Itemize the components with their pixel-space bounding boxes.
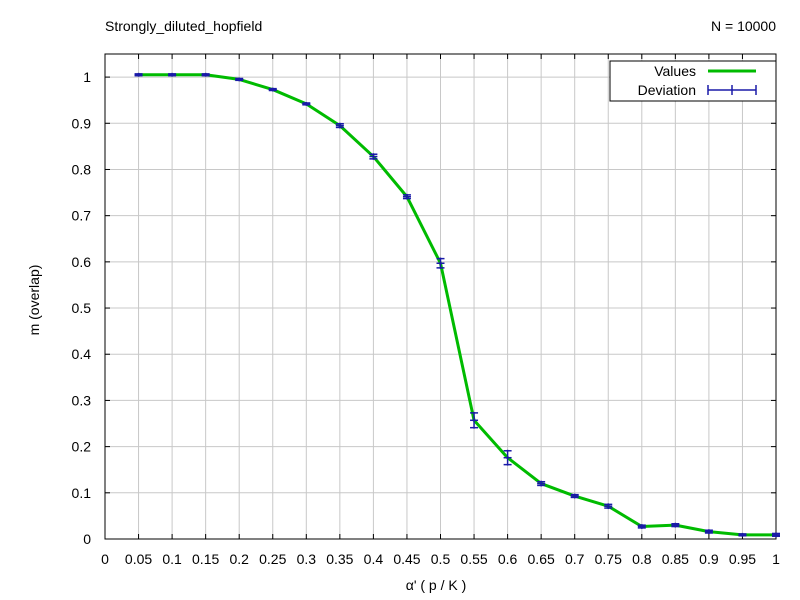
x-tick-label: 0.1 — [162, 551, 182, 567]
y-axis-label: m (overlap) — [26, 265, 42, 336]
x-tick-label: 0.15 — [192, 551, 219, 567]
series-layer — [134, 72, 780, 538]
deviation-point — [201, 72, 210, 77]
y-tick-label: 0 — [83, 531, 91, 547]
x-tick-label: 0.4 — [364, 551, 384, 567]
deviation-point — [369, 153, 378, 160]
x-tick-label: 0.55 — [460, 551, 487, 567]
deviation-point — [738, 532, 747, 537]
y-tick-label: 1 — [83, 69, 91, 85]
deviation-point — [335, 122, 344, 129]
deviation-point — [637, 524, 646, 529]
deviation-point — [604, 503, 613, 510]
x-tick-label: 0.9 — [699, 551, 719, 567]
legend-box — [609, 60, 777, 102]
deviation-point — [134, 72, 143, 77]
deviation-point — [772, 532, 780, 538]
deviation-point — [436, 257, 445, 269]
deviation-point — [704, 529, 713, 534]
sample-size-annotation: N = 10000 — [711, 18, 776, 34]
y-tick-label: 0.3 — [72, 392, 92, 408]
legend: Values Deviation — [609, 60, 777, 102]
legend-label-deviation: Deviation — [638, 82, 696, 98]
x-tick-label: 0.6 — [498, 551, 518, 567]
y-tick-label: 0.6 — [72, 254, 92, 270]
x-tick-label: 1 — [772, 551, 780, 567]
deviation-point — [168, 72, 177, 77]
deviation-point — [402, 193, 411, 200]
deviation-point — [570, 493, 579, 499]
x-tick-label: 0.95 — [729, 551, 756, 567]
deviation-point — [470, 411, 479, 429]
deviation-point — [268, 87, 277, 92]
x-tick-label: 0.45 — [393, 551, 420, 567]
grid — [105, 54, 776, 539]
x-tick-label: 0.2 — [229, 551, 249, 567]
y-tick-label: 0.1 — [72, 485, 92, 501]
x-tick-label: 0.7 — [565, 551, 585, 567]
x-tick-label: 0.8 — [632, 551, 652, 567]
x-tick-label: 0.75 — [595, 551, 622, 567]
x-tick-label: 0.05 — [125, 551, 152, 567]
x-tick-label: 0.3 — [297, 551, 317, 567]
x-tick-label: 0.5 — [431, 551, 451, 567]
axes: 0 0.05 0.1 0.15 0.2 0.25 0.3 0.35 0.4 0.45 0.5 0.55… — [72, 53, 780, 567]
y-tick-label: 0.8 — [72, 161, 92, 177]
x-tick-label: 0.35 — [326, 551, 353, 567]
deviation-point — [671, 522, 680, 528]
deviation-point — [302, 101, 311, 106]
deviation-point — [503, 449, 512, 466]
y-tick-label: 0.2 — [72, 439, 92, 455]
y-tick-label: 0.5 — [72, 300, 92, 316]
legend-label-values: Values — [654, 63, 696, 79]
x-tick-label: 0 — [101, 551, 109, 567]
chart-title: Strongly_diluted_hopfield — [105, 18, 262, 34]
series-values-line — [137, 73, 778, 537]
x-tick-label: 0.65 — [528, 551, 555, 567]
deviation-point — [537, 480, 546, 487]
x-axis-label: α' ( p / K ) — [406, 577, 467, 593]
y-tick-label: 0.9 — [72, 115, 92, 131]
legend-swatch-deviation — [707, 85, 757, 95]
deviation-point — [235, 77, 244, 82]
x-tick-label: 0.25 — [259, 551, 286, 567]
y-tick-label: 0.7 — [72, 208, 92, 224]
x-tick-label: 0.85 — [662, 551, 689, 567]
y-tick-label: 0.4 — [72, 346, 92, 362]
